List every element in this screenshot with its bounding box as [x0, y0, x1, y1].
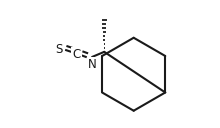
Text: N: N: [87, 58, 96, 71]
Text: S: S: [55, 43, 62, 56]
Text: C: C: [72, 48, 81, 61]
